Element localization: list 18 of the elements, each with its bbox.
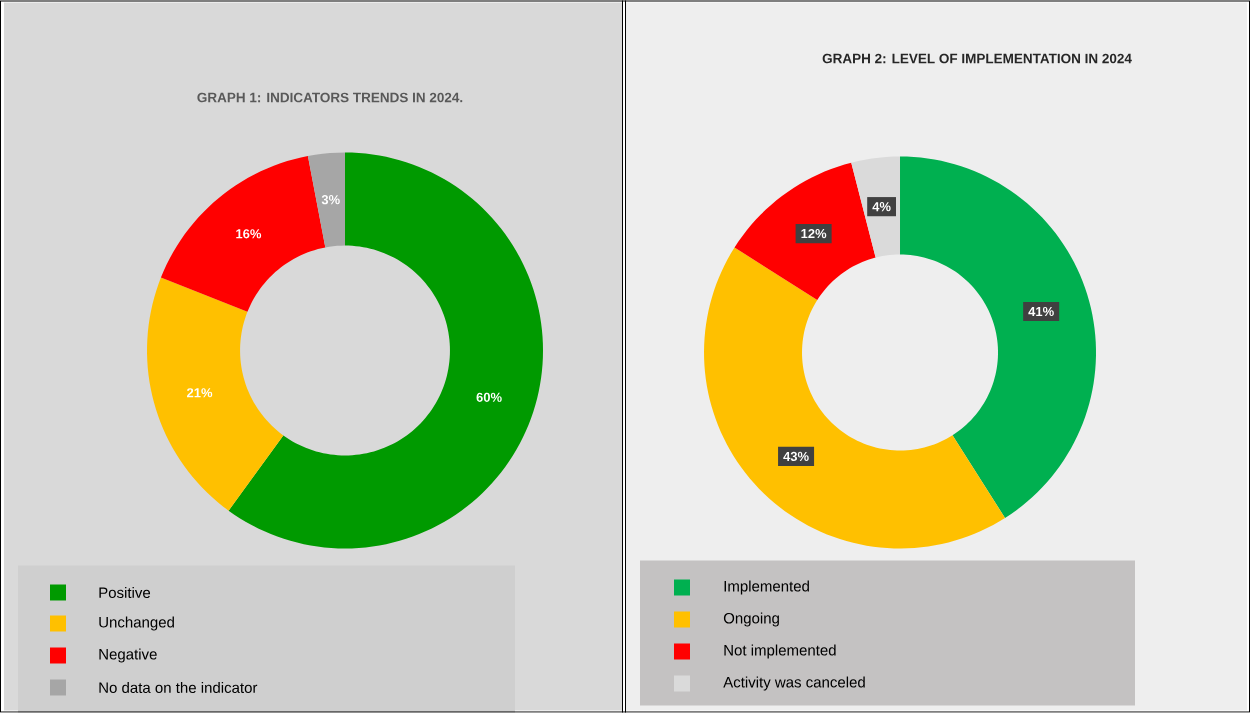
legend-label: Unchanged: [99, 616, 174, 631]
legend-label: Implemented: [724, 580, 809, 595]
data-label: 43%: [783, 451, 809, 462]
legend-label: Not implemented: [724, 644, 836, 659]
data-label: 60%: [476, 392, 502, 402]
data-label: 16%: [236, 229, 262, 239]
legend-label: Ongoing: [723, 612, 779, 627]
data-label: 41%: [1028, 306, 1054, 317]
legend-label: Activity was canceled: [723, 676, 865, 691]
chart-title: GRAPH 1: INDICATORS TRENDS IN 2024.: [197, 92, 463, 103]
data-label: 4%: [872, 202, 891, 212]
legend-label: Positive: [99, 586, 151, 598]
data-label: 3%: [321, 195, 340, 205]
chart-title: GRAPH 2: LEVEL OF IMPLEMENTATION IN 2024: [822, 53, 1132, 64]
legend-label: No data on the indicator: [99, 681, 258, 693]
legend-label: Negative: [99, 648, 157, 663]
data-label: 12%: [801, 228, 827, 239]
data-label: 21%: [187, 388, 213, 398]
